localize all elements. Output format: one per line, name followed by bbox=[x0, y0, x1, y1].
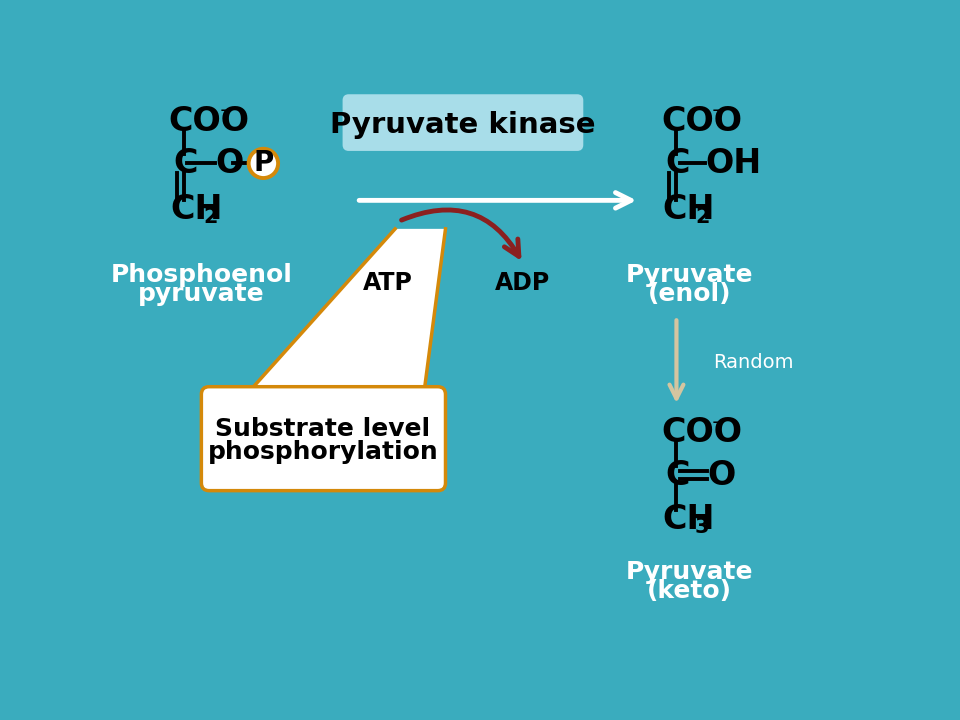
Text: O: O bbox=[215, 147, 244, 180]
Text: C: C bbox=[665, 459, 690, 492]
FancyBboxPatch shape bbox=[202, 387, 445, 490]
Text: pyruvate: pyruvate bbox=[138, 282, 265, 306]
Text: COO: COO bbox=[660, 416, 742, 449]
Text: (enol): (enol) bbox=[648, 282, 732, 306]
Text: O: O bbox=[708, 459, 735, 492]
Text: 2: 2 bbox=[203, 207, 217, 228]
Circle shape bbox=[249, 149, 278, 178]
Text: ⁻: ⁻ bbox=[711, 417, 722, 437]
Text: Pyruvate: Pyruvate bbox=[626, 263, 754, 287]
Text: CH: CH bbox=[662, 193, 715, 226]
Text: C: C bbox=[174, 147, 198, 180]
Text: CH: CH bbox=[662, 503, 715, 536]
Text: Pyruvate: Pyruvate bbox=[626, 559, 754, 583]
Text: Random: Random bbox=[713, 353, 793, 372]
Text: COO: COO bbox=[169, 104, 250, 138]
FancyArrowPatch shape bbox=[401, 210, 519, 256]
Text: OH: OH bbox=[706, 147, 761, 180]
Text: 2: 2 bbox=[695, 207, 709, 228]
Text: ⁻: ⁻ bbox=[711, 105, 722, 125]
Text: Pyruvate kinase: Pyruvate kinase bbox=[330, 111, 595, 139]
Text: ADP: ADP bbox=[495, 271, 551, 294]
Text: (keto): (keto) bbox=[647, 579, 732, 603]
Text: C: C bbox=[665, 147, 690, 180]
Text: COO: COO bbox=[660, 104, 742, 138]
Text: P: P bbox=[253, 149, 274, 177]
Text: ATP: ATP bbox=[363, 271, 412, 294]
Text: CH: CH bbox=[170, 193, 223, 226]
Text: phosphorylation: phosphorylation bbox=[207, 440, 439, 464]
Text: ⁻: ⁻ bbox=[219, 105, 230, 125]
Text: Substrate level: Substrate level bbox=[215, 417, 431, 441]
Text: Phosphoenol: Phosphoenol bbox=[110, 263, 292, 287]
Text: 3: 3 bbox=[695, 517, 709, 537]
Polygon shape bbox=[236, 229, 445, 406]
FancyBboxPatch shape bbox=[344, 96, 582, 150]
